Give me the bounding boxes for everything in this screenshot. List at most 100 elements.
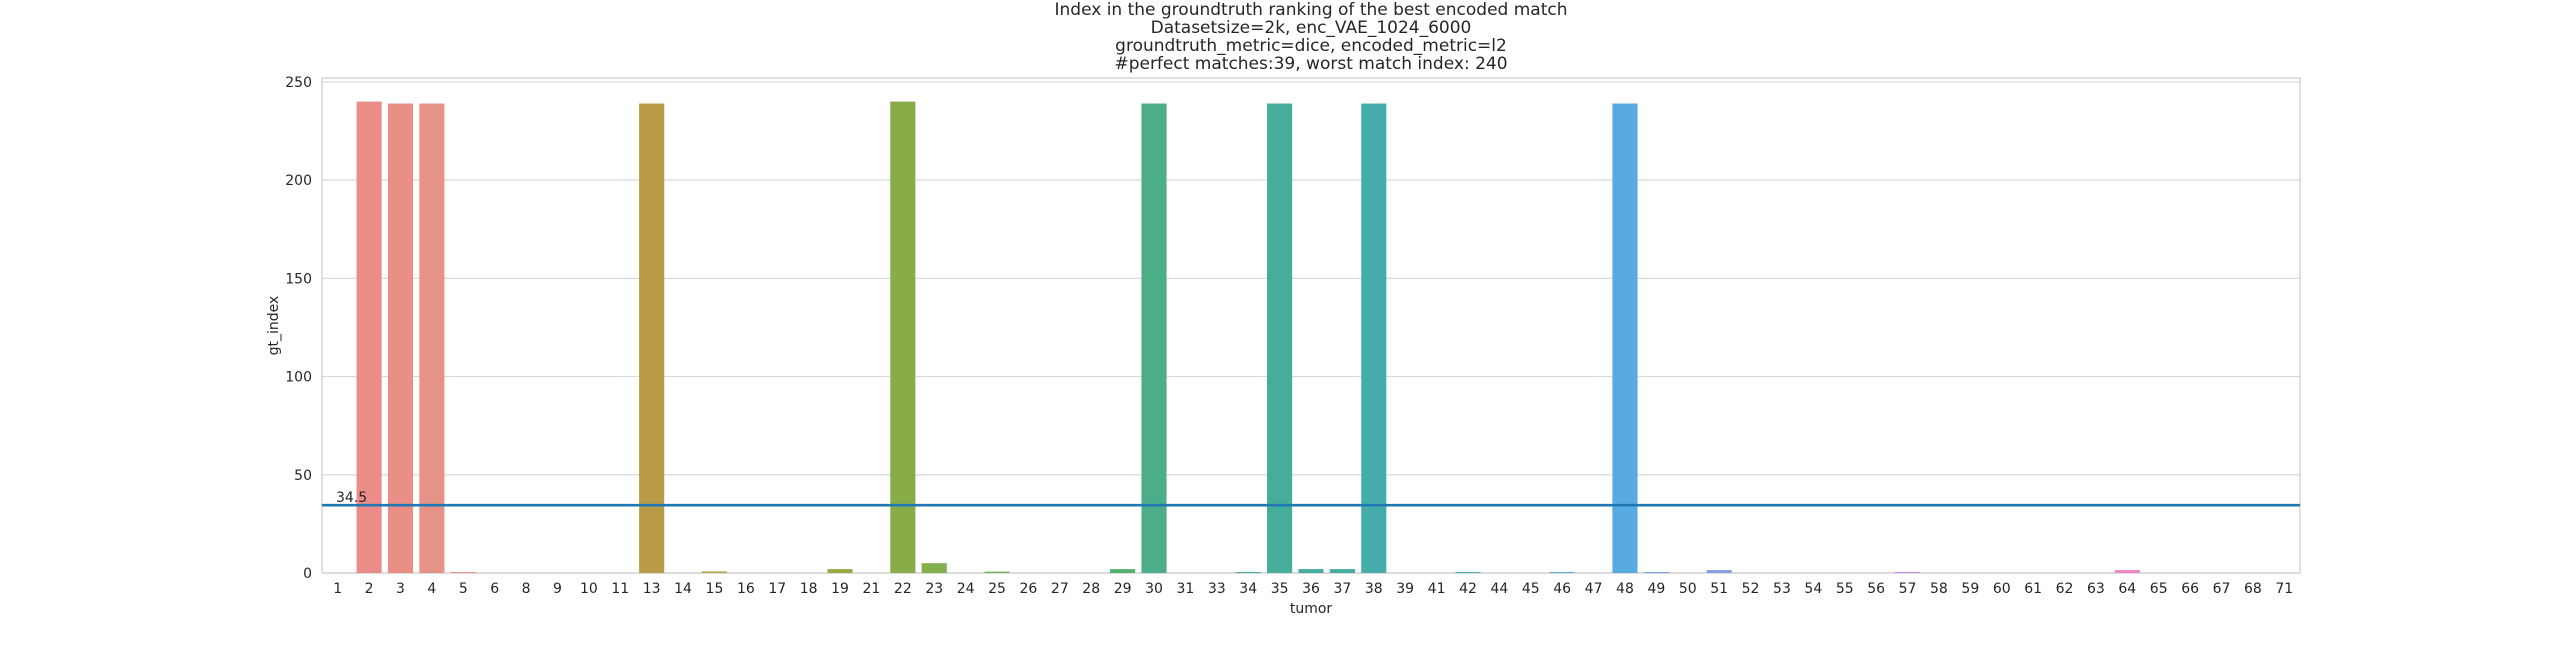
y-tick-label: 250 [285, 75, 312, 91]
bar-51 [1706, 570, 1732, 573]
x-tick-label: 50 [1679, 581, 1697, 597]
x-tick-label: 64 [2118, 581, 2136, 597]
bar-23 [921, 563, 947, 573]
y-axis-ticks: 0 50 100 150 200 250 [285, 75, 312, 582]
x-tick-label: 8 [522, 581, 531, 597]
x-tick-label: 38 [1365, 581, 1383, 597]
x-tick-label: 54 [1804, 581, 1822, 597]
bar-64 [2114, 570, 2140, 573]
x-axis-label: tumor [1290, 601, 1333, 617]
x-tick-label: 25 [988, 581, 1006, 597]
bar-35 [1267, 103, 1293, 574]
x-tick-label: 47 [1585, 581, 1603, 597]
x-tick-label: 49 [1647, 581, 1665, 597]
bar-46 [1549, 572, 1575, 573]
plot-area-frame [321, 77, 2301, 574]
y-tick-label: 50 [294, 468, 312, 484]
x-tick-label: 62 [2056, 581, 2074, 597]
x-tick-label: 65 [2150, 581, 2168, 597]
x-tick-label: 58 [1930, 581, 1948, 597]
x-tick-label: 48 [1616, 581, 1634, 597]
x-tick-label: 33 [1208, 581, 1226, 597]
bar-37 [1329, 569, 1355, 573]
bar-48 [1612, 103, 1638, 574]
x-tick-label: 42 [1459, 581, 1477, 597]
x-tick-label: 10 [580, 581, 598, 597]
y-tick-label: 100 [285, 370, 312, 386]
x-tick-label: 27 [1051, 581, 1069, 597]
x-tick-label: 22 [894, 581, 912, 597]
bar-3 [387, 103, 414, 574]
x-tick-label: 17 [768, 581, 786, 597]
x-tick-label: 5 [459, 581, 468, 597]
x-tick-label: 6 [490, 581, 499, 597]
bar-25 [984, 571, 1010, 573]
x-tick-label: 68 [2244, 581, 2262, 597]
x-tick-label: 46 [1553, 581, 1571, 597]
x-tick-label: 71 [2275, 581, 2293, 597]
x-tick-label: 30 [1145, 581, 1163, 597]
x-axis-ticks: 1 2 3 4 5 6 8 9 10 11 13 14 15 16 17 18 19 21 22 23 24 25 26 27… [333, 581, 2293, 597]
bar-30 [1141, 103, 1167, 574]
title-line-1: Index in the groundtruth ranking of the … [1054, 0, 1567, 20]
x-tick-label: 13 [643, 581, 661, 597]
y-axis-label: gt_index [266, 296, 282, 356]
x-tick-label: 67 [2213, 581, 2231, 597]
bar-2 [356, 101, 382, 574]
x-tick-label: 34 [1239, 581, 1257, 597]
x-tick-label: 31 [1176, 581, 1194, 597]
chart-title: Index in the groundtruth ranking of the … [1054, 0, 1567, 74]
x-tick-label: 14 [674, 581, 692, 597]
bar-13 [639, 103, 665, 574]
x-tick-label: 37 [1333, 581, 1351, 597]
x-tick-label: 36 [1302, 581, 1320, 597]
x-tick-label: 35 [1271, 581, 1289, 597]
x-tick-label: 63 [2087, 581, 2105, 597]
x-tick-label: 55 [1836, 581, 1854, 597]
bars [356, 101, 2140, 574]
title-line-4: #perfect matches:39, worst match index: … [1114, 54, 1507, 74]
y-tick-label: 150 [285, 271, 312, 287]
x-tick-label: 29 [1114, 581, 1132, 597]
x-tick-label: 9 [553, 581, 562, 597]
title-line-2: Datasetsize=2k, enc_VAE_1024_6000 [1151, 18, 1472, 38]
bar-36 [1298, 569, 1324, 573]
bar-42 [1455, 572, 1481, 573]
x-tick-label: 2 [365, 581, 374, 597]
x-tick-label: 15 [706, 581, 724, 597]
x-tick-label: 11 [611, 581, 629, 597]
reference-line: 34.5 [322, 490, 2300, 507]
bar-29 [1110, 569, 1136, 573]
x-tick-label: 59 [1961, 581, 1979, 597]
bar-57 [1894, 572, 1921, 573]
x-tick-label: 26 [1020, 581, 1038, 597]
x-tick-label: 19 [831, 581, 849, 597]
x-tick-label: 51 [1710, 581, 1728, 597]
y-gridlines [322, 81, 2300, 574]
x-tick-label: 3 [396, 581, 405, 597]
bar-19 [827, 569, 853, 573]
reference-line-label: 34.5 [336, 490, 367, 506]
x-tick-label: 18 [800, 581, 818, 597]
x-tick-label: 41 [1428, 581, 1446, 597]
x-tick-label: 23 [925, 581, 943, 597]
x-tick-label: 61 [2024, 581, 2042, 597]
bar-22 [890, 101, 916, 574]
x-tick-label: 16 [737, 581, 755, 597]
title-line-3: groundtruth_metric=dice, encoded_metric=… [1115, 36, 1507, 56]
bar-38 [1361, 103, 1387, 574]
x-tick-label: 57 [1899, 581, 1917, 597]
bar-5 [450, 572, 476, 573]
x-tick-label: 44 [1490, 581, 1508, 597]
x-tick-label: 1 [333, 581, 342, 597]
x-tick-label: 28 [1082, 581, 1100, 597]
y-tick-label: 0 [303, 566, 312, 582]
x-tick-label: 53 [1773, 581, 1791, 597]
x-tick-label: 52 [1742, 581, 1760, 597]
bar-34 [1235, 572, 1261, 573]
x-tick-label: 66 [2181, 581, 2199, 597]
bar-49 [1643, 572, 1669, 573]
x-tick-label: 24 [957, 581, 975, 597]
